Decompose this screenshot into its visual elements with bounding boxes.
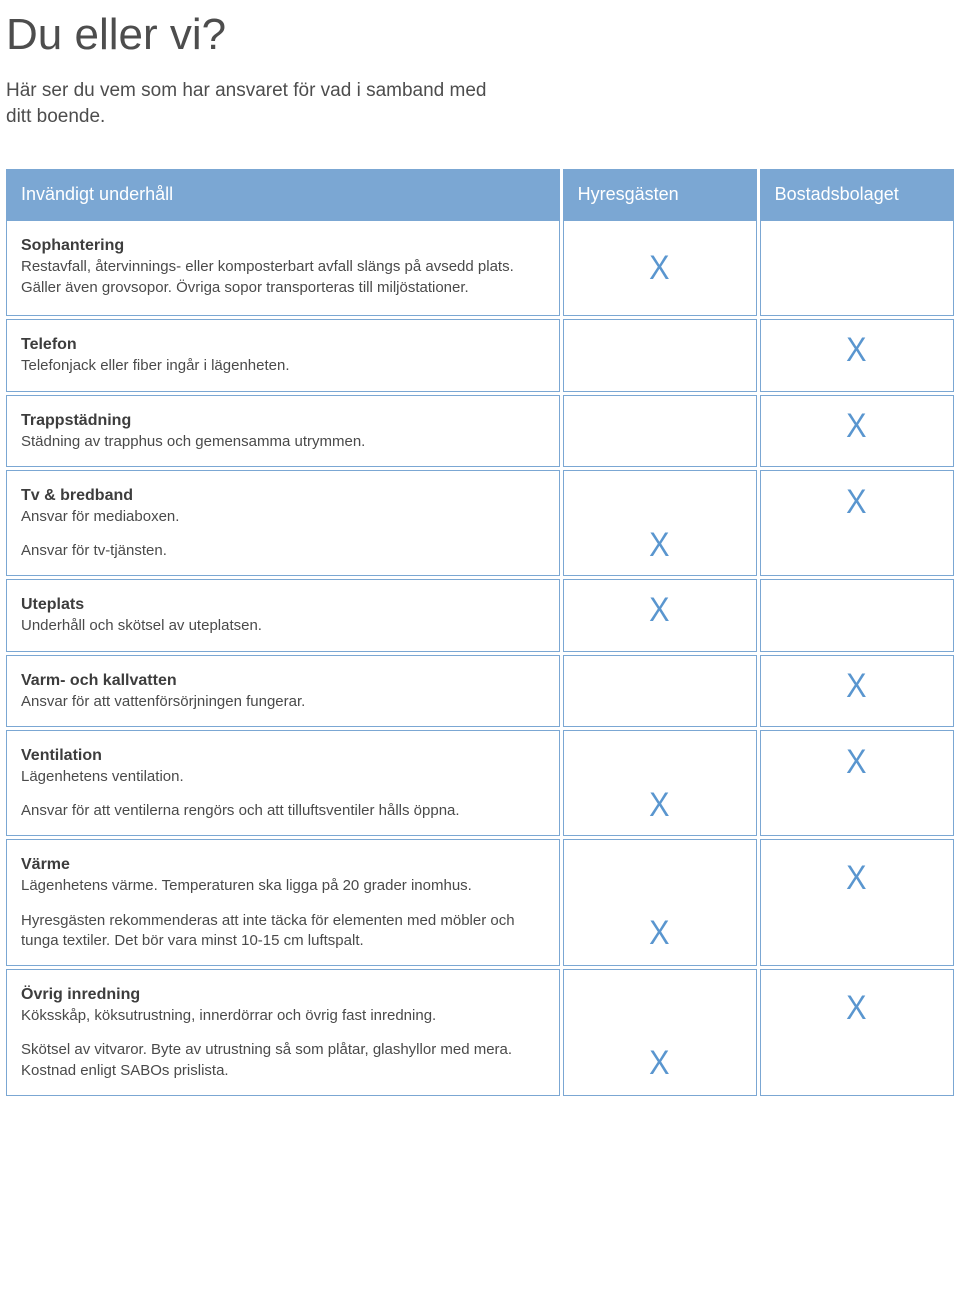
check-mark-icon: X xyxy=(847,861,867,895)
table-row: Sophantering Restavfall, återvinnings- el… xyxy=(6,220,954,316)
check-mark-icon: X xyxy=(649,593,669,627)
table-row: Uteplats Underhåll och skötsel av uteplat… xyxy=(6,579,954,651)
description-cell: Sophantering Restavfall, återvinnings- el… xyxy=(6,220,560,316)
company-cell: X xyxy=(760,730,954,837)
tenant-cell: X xyxy=(563,579,757,651)
page-subtitle: Här ser du vem som har ansvaret för vad … xyxy=(6,78,506,129)
description-cell: Övrig inredning Köksskåp, köksutrustning,… xyxy=(6,969,560,1096)
item-description: Köksskåp, köksutrustning, innerdörrar oc… xyxy=(21,1006,545,1026)
responsibility-table: Invändigt underhåll Hyresgästen Bostadsb… xyxy=(3,169,957,1096)
group-title: Ventilation xyxy=(21,747,545,765)
tenant-cell: X xyxy=(563,470,757,577)
page-title: Du eller vi? xyxy=(6,10,960,60)
group-title: Telefon xyxy=(21,336,545,354)
check-mark-icon: X xyxy=(847,745,867,779)
check-mark-icon: X xyxy=(847,669,867,703)
item-description: Ansvar för tv-tjänsten. xyxy=(21,541,545,561)
group-title: Sophantering xyxy=(21,237,545,255)
company-cell: X xyxy=(760,470,954,577)
table-row: Ventilation Lägenhetens ventilation. Ansva… xyxy=(6,730,954,837)
group-title: Trappstädning xyxy=(21,412,545,430)
group-title: Uteplats xyxy=(21,596,545,614)
tenant-cell: X xyxy=(563,839,757,966)
company-cell xyxy=(760,579,954,651)
tenant-cell: X xyxy=(563,220,757,316)
tenant-cell xyxy=(563,395,757,467)
table-row: Värme Lägenhetens värme. Temperaturen ska… xyxy=(6,839,954,966)
description-cell: Ventilation Lägenhetens ventilation. Ansva… xyxy=(6,730,560,837)
col-header-description: Invändigt underhåll xyxy=(6,169,560,220)
description-cell: Värme Lägenhetens värme. Temperaturen ska… xyxy=(6,839,560,966)
item-description: Ansvar för att ventilerna rengörs och at… xyxy=(21,801,545,821)
company-cell: X xyxy=(760,655,954,727)
table-row: Tv & bredband Ansvar för mediaboxen. Ansva… xyxy=(6,470,954,577)
company-cell: X xyxy=(760,839,954,966)
group-title: Värme xyxy=(21,856,545,874)
description-cell: Tv & bredband Ansvar för mediaboxen. Ansva… xyxy=(6,470,560,577)
check-mark-icon: X xyxy=(649,1046,669,1080)
tenant-cell: X xyxy=(563,730,757,837)
table-row: Telefon Telefonjack eller fiber ingår i l… xyxy=(6,319,954,391)
check-mark-icon: X xyxy=(847,485,867,519)
item-description: Lägenhetens värme. Temperaturen ska ligg… xyxy=(21,876,545,896)
item-description: Städning av trapphus och gemensamma utry… xyxy=(21,432,545,452)
tenant-cell xyxy=(563,655,757,727)
table-row: Övrig inredning Köksskåp, köksutrustning,… xyxy=(6,969,954,1096)
check-mark-icon: X xyxy=(847,991,867,1025)
item-description: Restavfall, återvinnings- eller komposte… xyxy=(21,257,545,298)
description-cell: Telefon Telefonjack eller fiber ingår i l… xyxy=(6,319,560,391)
table-header-row: Invändigt underhåll Hyresgästen Bostadsb… xyxy=(6,169,954,220)
col-header-tenant: Hyresgästen xyxy=(563,169,757,220)
group-title: Varm- och kallvatten xyxy=(21,672,545,690)
col-header-company: Bostadsbolaget xyxy=(760,169,954,220)
description-cell: Trappstädning Städning av trapphus och ge… xyxy=(6,395,560,467)
table-row: Varm- och kallvatten Ansvar för att vatte… xyxy=(6,655,954,727)
description-cell: Varm- och kallvatten Ansvar för att vatte… xyxy=(6,655,560,727)
check-mark-icon: X xyxy=(649,251,669,285)
item-description: Lägenhetens ventilation. xyxy=(21,767,545,787)
company-cell xyxy=(760,220,954,316)
tenant-cell xyxy=(563,319,757,391)
group-title: Övrig inredning xyxy=(21,986,545,1004)
tenant-cell: X xyxy=(563,969,757,1096)
check-mark-icon: X xyxy=(847,333,867,367)
item-description: Skötsel av vitvaror. Byte av utrustning … xyxy=(21,1040,545,1081)
company-cell: X xyxy=(760,395,954,467)
company-cell: X xyxy=(760,969,954,1096)
check-mark-icon: X xyxy=(649,916,669,950)
item-description: Hyresgästen rekommenderas att inte täcka… xyxy=(21,911,545,952)
item-description: Telefonjack eller fiber ingår i lägenhet… xyxy=(21,356,545,376)
check-mark-icon: X xyxy=(847,409,867,443)
item-description: Underhåll och skötsel av uteplatsen. xyxy=(21,616,545,636)
group-title: Tv & bredband xyxy=(21,487,545,505)
item-description: Ansvar för mediaboxen. xyxy=(21,507,545,527)
check-mark-icon: X xyxy=(649,788,669,822)
description-cell: Uteplats Underhåll och skötsel av uteplat… xyxy=(6,579,560,651)
check-mark-icon: X xyxy=(649,528,669,562)
company-cell: X xyxy=(760,319,954,391)
table-row: Trappstädning Städning av trapphus och ge… xyxy=(6,395,954,467)
item-description: Ansvar för att vattenförsörjningen funge… xyxy=(21,692,545,712)
